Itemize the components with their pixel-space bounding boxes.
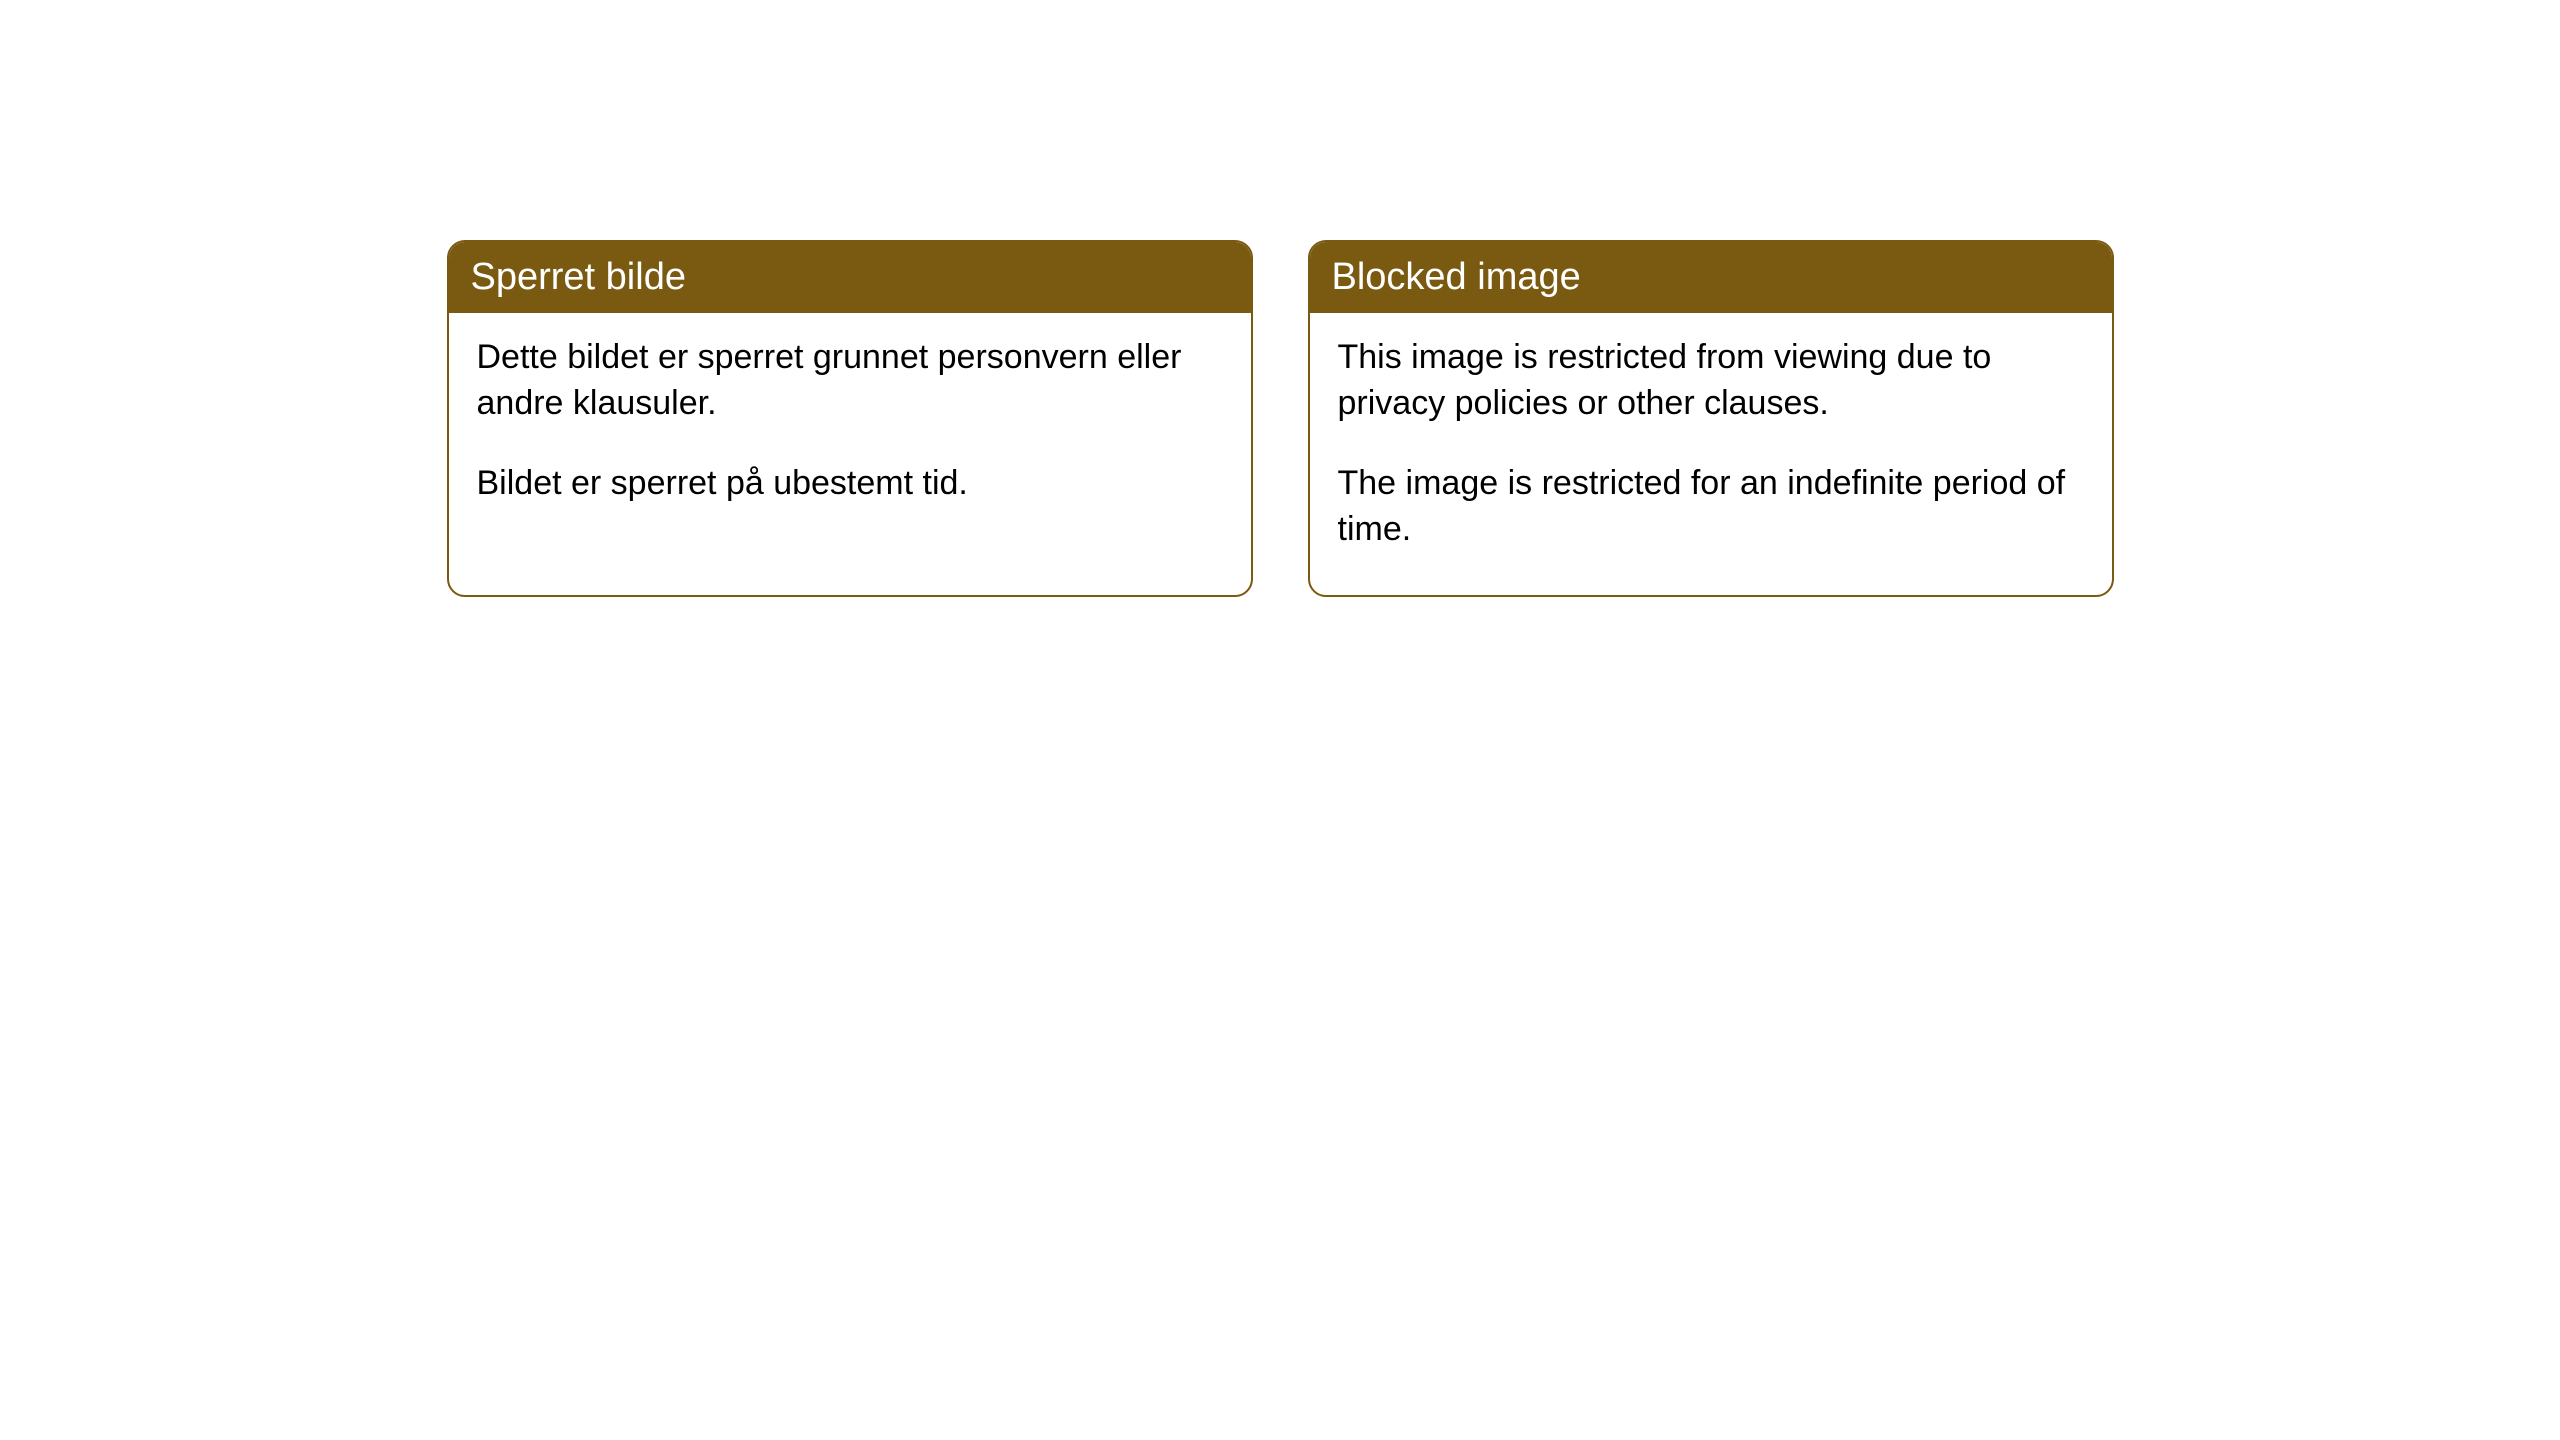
blocked-image-card-english: Blocked image This image is restricted f…	[1308, 240, 2114, 597]
card-title: Sperret bilde	[449, 242, 1251, 313]
cards-container: Sperret bilde Dette bildet er sperret gr…	[0, 240, 2560, 597]
card-paragraph-1: Dette bildet er sperret grunnet personve…	[477, 335, 1223, 427]
card-paragraph-1: This image is restricted from viewing du…	[1338, 335, 2084, 427]
card-title: Blocked image	[1310, 242, 2112, 313]
card-body: This image is restricted from viewing du…	[1310, 313, 2112, 595]
card-body: Dette bildet er sperret grunnet personve…	[449, 313, 1251, 549]
card-paragraph-2: The image is restricted for an indefinit…	[1338, 461, 2084, 553]
blocked-image-card-norwegian: Sperret bilde Dette bildet er sperret gr…	[447, 240, 1253, 597]
card-paragraph-2: Bildet er sperret på ubestemt tid.	[477, 461, 1223, 507]
